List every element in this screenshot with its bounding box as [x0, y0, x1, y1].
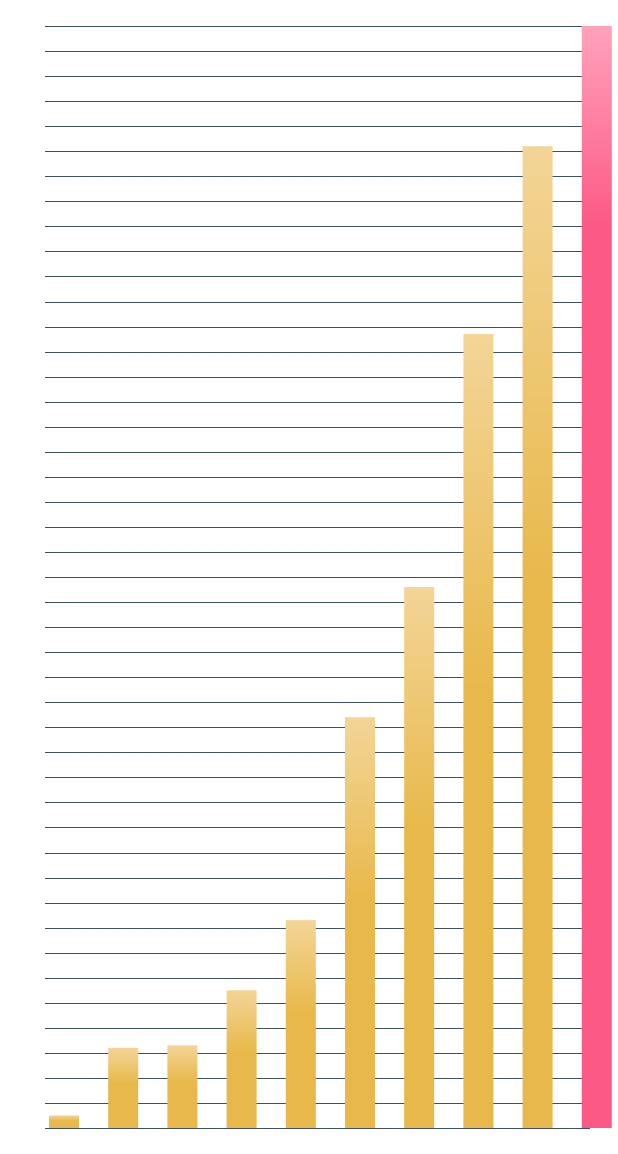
bar [49, 1115, 79, 1128]
bar [285, 920, 316, 1128]
bar [581, 26, 612, 1128]
bar [108, 1047, 139, 1128]
bar [226, 990, 257, 1128]
bar [345, 717, 375, 1128]
bar [463, 334, 494, 1128]
bar [167, 1045, 198, 1128]
bar [522, 146, 553, 1128]
bar [404, 587, 435, 1128]
